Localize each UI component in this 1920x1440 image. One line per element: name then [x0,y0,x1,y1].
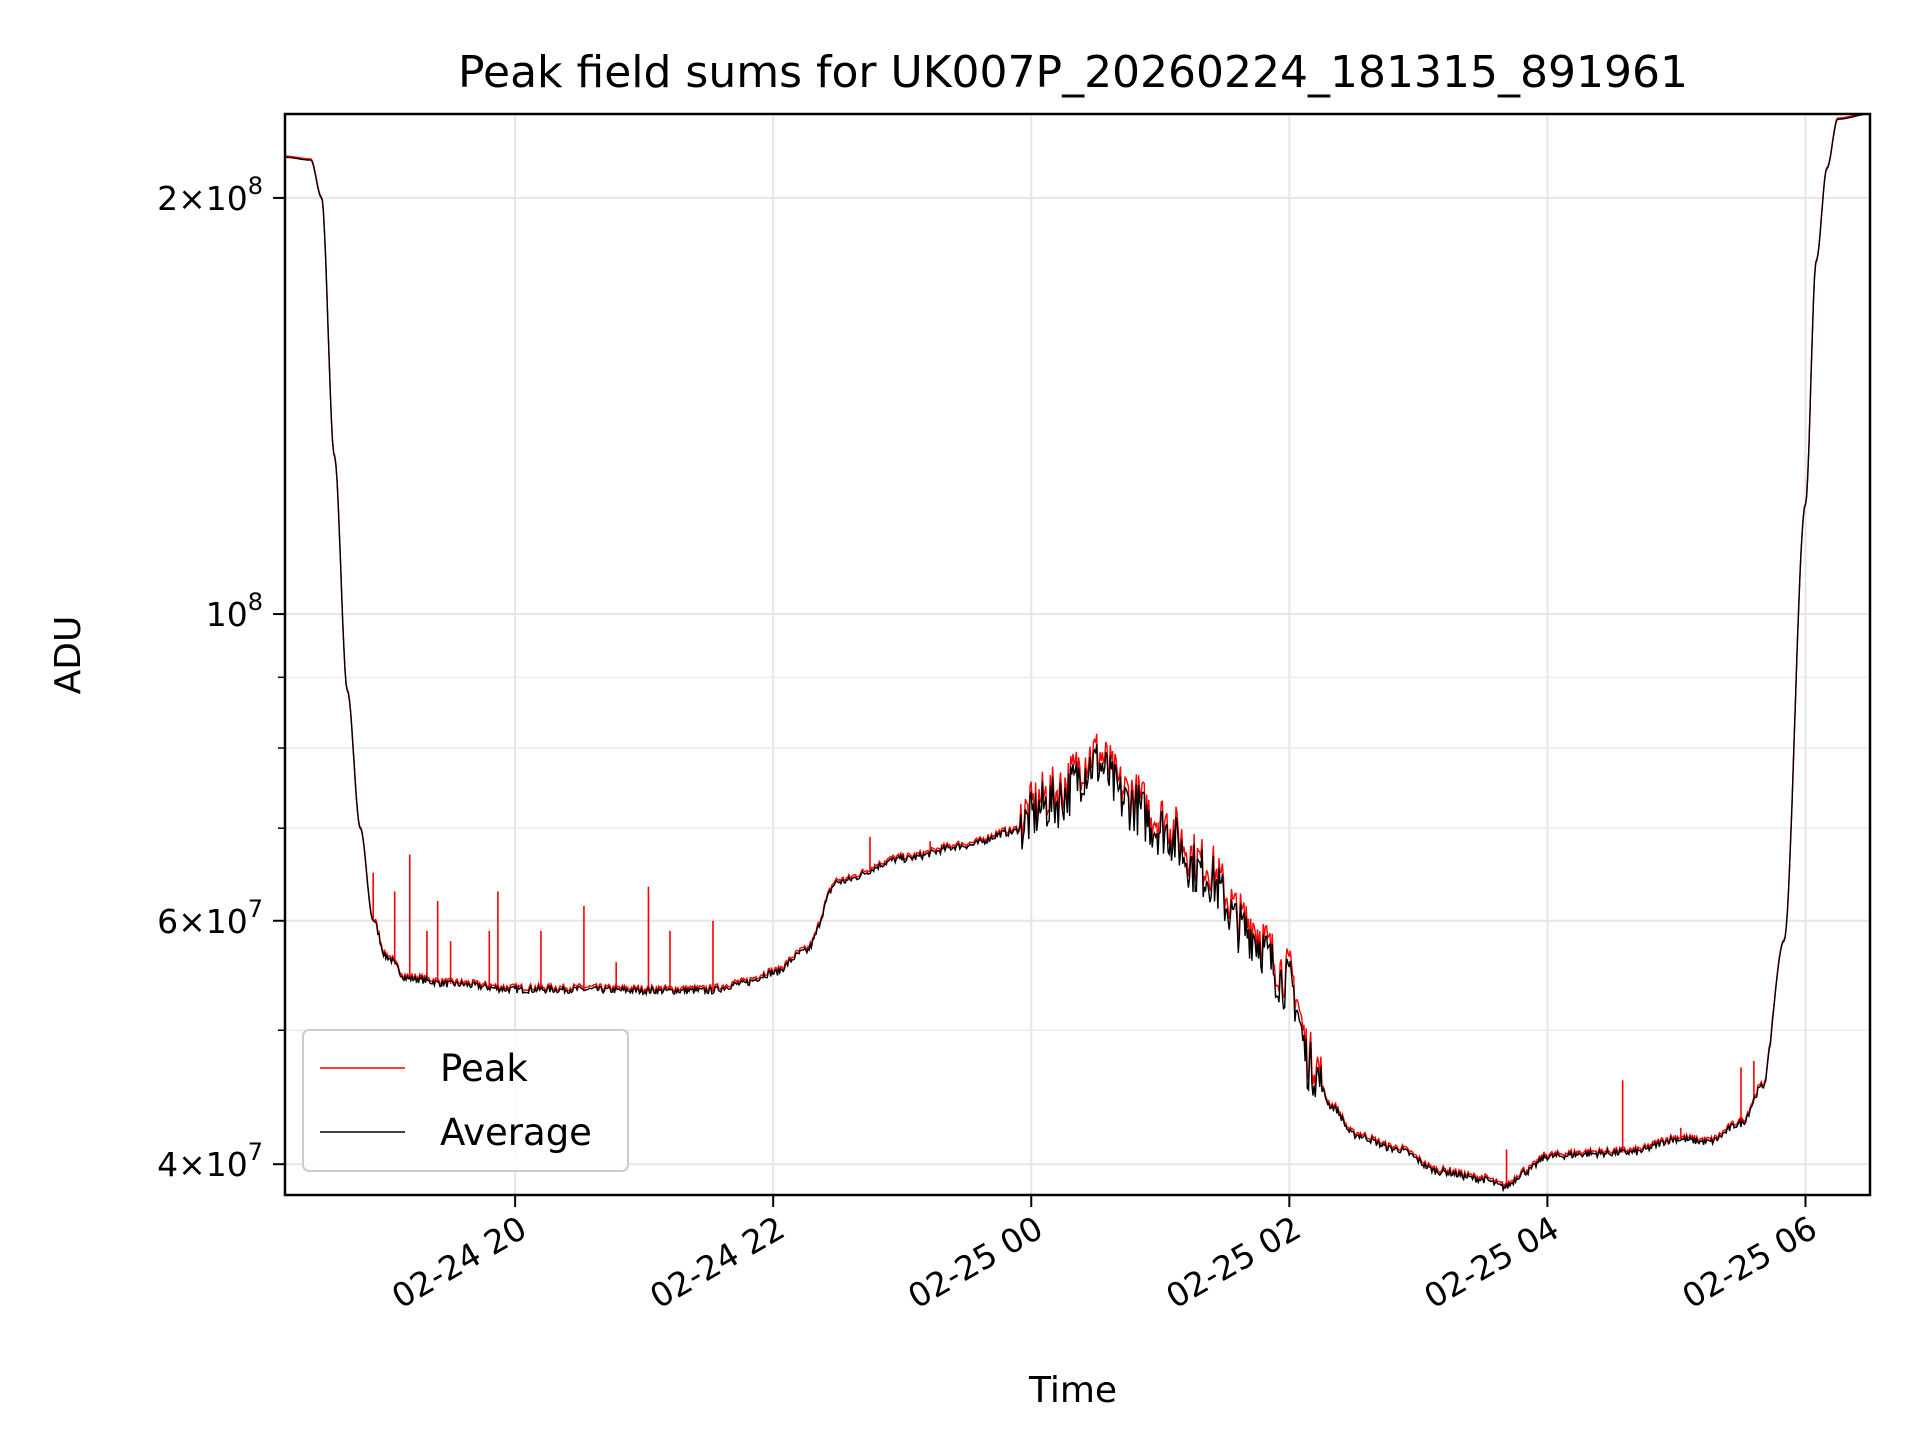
legend-peak-label: Peak [440,1047,528,1090]
plot-area [285,114,1870,1193]
chart-title: Peak field sums for UK007P_20260224_1813… [458,47,1688,98]
y-axis-title: ADU [48,616,89,695]
y-tick-label: 4×107 [157,1138,263,1184]
y-tick-label: 6×107 [157,895,263,941]
legend: Peak Average [302,1029,629,1172]
legend-average-label: Average [440,1111,592,1154]
series-average-line [285,114,1870,1193]
y-tick-label: 2×108 [157,172,263,218]
y-tick-label: 108 [206,588,263,634]
axes-frame [283,112,1872,1197]
y-axis: 4×107 6×107 108 2×108 [157,172,285,1184]
legend-box [302,1029,629,1172]
x-axis-title: Time [1028,1370,1117,1411]
